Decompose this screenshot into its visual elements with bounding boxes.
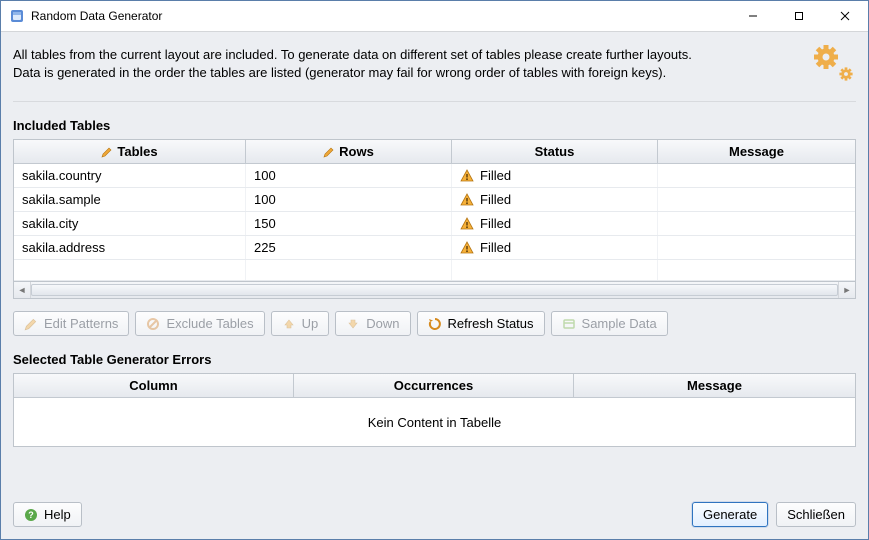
cell-rows: 225	[246, 236, 452, 259]
errors-header: Column Occurrences Message	[14, 374, 855, 398]
arrow-up-icon	[282, 317, 296, 331]
col-header-emessage[interactable]: Message	[574, 374, 855, 397]
col-header-status-label: Status	[535, 144, 575, 159]
cell-status: Filled	[452, 188, 658, 211]
pencil-icon	[101, 146, 113, 158]
cell-rows: 150	[246, 212, 452, 235]
col-header-column[interactable]: Column	[14, 374, 294, 397]
warning-icon	[460, 241, 474, 255]
up-label: Up	[302, 316, 319, 331]
cell-message	[658, 164, 855, 187]
help-icon: ?	[24, 508, 38, 522]
col-header-message-label: Message	[729, 144, 784, 159]
window-controls	[730, 1, 868, 31]
horizontal-scrollbar[interactable]: ◄ ►	[13, 282, 856, 299]
sample-data-label: Sample Data	[582, 316, 657, 331]
cell-table-name: sakila.country	[14, 164, 246, 187]
footer: ? Help Generate Schließen	[13, 490, 856, 539]
warning-icon	[460, 193, 474, 207]
sample-icon	[562, 317, 576, 331]
intro-line-1: All tables from the current layout are i…	[13, 46, 856, 64]
down-button[interactable]: Down	[335, 311, 410, 336]
col-header-status[interactable]: Status	[452, 140, 658, 163]
refresh-status-button[interactable]: Refresh Status	[417, 311, 545, 336]
edit-patterns-button[interactable]: Edit Patterns	[13, 311, 129, 336]
app-icon	[9, 8, 25, 24]
col-header-emessage-label: Message	[687, 378, 742, 393]
warning-icon	[460, 169, 474, 183]
scroll-left-arrow[interactable]: ◄	[14, 282, 31, 298]
errors-grid: Column Occurrences Message Kein Content …	[13, 373, 856, 447]
included-tables-header: Tables Rows Status Message	[14, 140, 855, 164]
col-header-message[interactable]: Message	[658, 140, 855, 163]
col-header-occurrences[interactable]: Occurrences	[294, 374, 574, 397]
exclude-tables-label: Exclude Tables	[166, 316, 253, 331]
scroll-right-arrow[interactable]: ►	[838, 282, 855, 298]
refresh-status-label: Refresh Status	[448, 316, 534, 331]
generate-button[interactable]: Generate	[692, 502, 768, 527]
generate-label: Generate	[703, 507, 757, 522]
errors-no-content: Kein Content in Tabelle	[14, 398, 855, 446]
col-header-tables-label: Tables	[117, 144, 157, 159]
table-row[interactable]: sakila.country100Filled	[14, 164, 855, 188]
minimize-button[interactable]	[730, 1, 776, 31]
col-header-occurrences-label: Occurrences	[394, 378, 474, 393]
cell-table-name: sakila.city	[14, 212, 246, 235]
refresh-icon	[428, 317, 442, 331]
down-label: Down	[366, 316, 399, 331]
exclude-icon	[146, 317, 160, 331]
col-header-rows[interactable]: Rows	[246, 140, 452, 163]
cell-status: Filled	[452, 236, 658, 259]
maximize-button[interactable]	[776, 1, 822, 31]
up-button[interactable]: Up	[271, 311, 330, 336]
intro-text: All tables from the current layout are i…	[13, 32, 856, 102]
cell-message	[658, 236, 855, 259]
help-button[interactable]: ? Help	[13, 502, 82, 527]
col-header-tables[interactable]: Tables	[14, 140, 246, 163]
close-dialog-label: Schließen	[787, 507, 845, 522]
scroll-thumb[interactable]	[31, 284, 838, 296]
included-tables-title: Included Tables	[13, 118, 856, 133]
close-button[interactable]	[822, 1, 868, 31]
intro-line-2: Data is generated in the order the table…	[13, 64, 856, 82]
titlebar: Random Data Generator	[1, 1, 868, 32]
col-header-column-label: Column	[129, 378, 177, 393]
edit-patterns-label: Edit Patterns	[44, 316, 118, 331]
included-tables-grid: Tables Rows Status Message sakila.countr…	[13, 139, 856, 282]
gear-decoration-icon	[808, 42, 856, 91]
window-title: Random Data Generator	[31, 9, 162, 23]
cell-rows: 100	[246, 164, 452, 187]
table-row[interactable]: sakila.sample100Filled	[14, 188, 855, 212]
edit-icon	[24, 317, 38, 331]
cell-status: Filled	[452, 164, 658, 187]
cell-table-name: sakila.address	[14, 236, 246, 259]
warning-icon	[460, 217, 474, 231]
close-dialog-button[interactable]: Schließen	[776, 502, 856, 527]
table-empty-row	[14, 260, 855, 281]
included-tables-body: sakila.country100Filledsakila.sample100F…	[14, 164, 855, 260]
help-label: Help	[44, 507, 71, 522]
col-header-rows-label: Rows	[339, 144, 374, 159]
svg-text:?: ?	[28, 510, 34, 520]
toolbar: Edit Patterns Exclude Tables Up Down Ref…	[13, 311, 856, 336]
arrow-down-icon	[346, 317, 360, 331]
pencil-icon	[323, 146, 335, 158]
dialog-window: Random Data Generator All tables from th…	[0, 0, 869, 540]
cell-message	[658, 188, 855, 211]
cell-status: Filled	[452, 212, 658, 235]
errors-title: Selected Table Generator Errors	[13, 352, 856, 367]
dialog-content: All tables from the current layout are i…	[1, 32, 868, 539]
cell-rows: 100	[246, 188, 452, 211]
table-row[interactable]: sakila.city150Filled	[14, 212, 855, 236]
cell-table-name: sakila.sample	[14, 188, 246, 211]
sample-data-button[interactable]: Sample Data	[551, 311, 668, 336]
cell-message	[658, 212, 855, 235]
exclude-tables-button[interactable]: Exclude Tables	[135, 311, 264, 336]
table-row[interactable]: sakila.address225Filled	[14, 236, 855, 260]
